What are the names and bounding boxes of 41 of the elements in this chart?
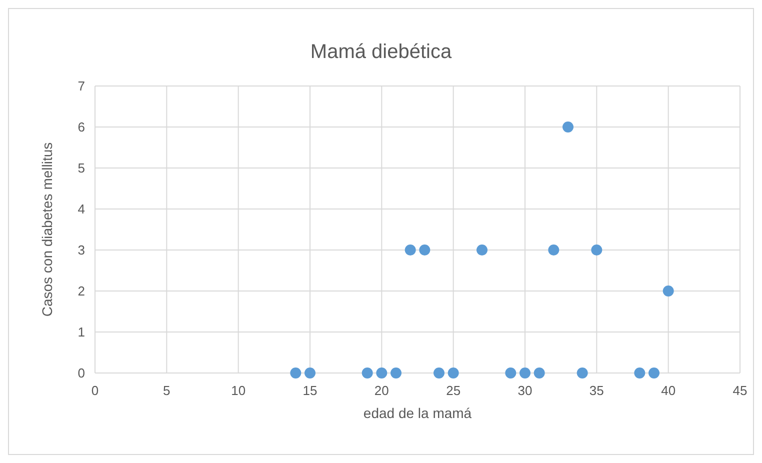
y-tick-label: 1: [78, 324, 85, 340]
y-tick-label: 0: [78, 366, 85, 380]
point: [476, 244, 488, 256]
point: [434, 368, 444, 378]
y-tick-label: 3: [78, 242, 85, 258]
point: [534, 368, 545, 378]
y-tick-label: 7: [78, 78, 85, 94]
chart-title: Mamá diebética: [310, 41, 452, 63]
point: [304, 368, 316, 378]
x-tick-label: 40: [661, 383, 676, 398]
x-tick-label: 15: [302, 383, 318, 398]
point: [390, 368, 402, 378]
point: [548, 244, 560, 256]
y-tick-label: 2: [78, 284, 85, 298]
x-tick-label: 10: [231, 383, 246, 398]
point: [576, 368, 588, 378]
point: [634, 368, 646, 378]
point: [562, 122, 574, 132]
x-axis-title: edad de la mamá: [363, 405, 472, 421]
point: [419, 244, 430, 256]
point: [591, 244, 602, 256]
point: [290, 368, 302, 378]
point: [448, 368, 459, 378]
point: [505, 368, 516, 378]
x-tick-label: 45: [732, 383, 748, 398]
x-tick-label: 0: [91, 383, 99, 398]
x-tick-label: 25: [446, 383, 461, 398]
point: [362, 368, 373, 378]
point: [648, 368, 660, 378]
y-tick-label: 4: [78, 202, 85, 216]
x-tick-label: 20: [374, 383, 389, 398]
x-tick-label: 35: [589, 383, 604, 398]
point: [404, 244, 416, 256]
y-axis-title: Casos con diabetes mellitus: [39, 142, 55, 317]
x-tick-label: 30: [518, 383, 532, 398]
y-tick-label: 6: [78, 120, 85, 134]
x-tick-label: 5: [163, 383, 170, 398]
point: [376, 368, 388, 378]
y-tick-label: 5: [78, 160, 85, 176]
point: [520, 368, 530, 378]
point: [662, 286, 674, 296]
